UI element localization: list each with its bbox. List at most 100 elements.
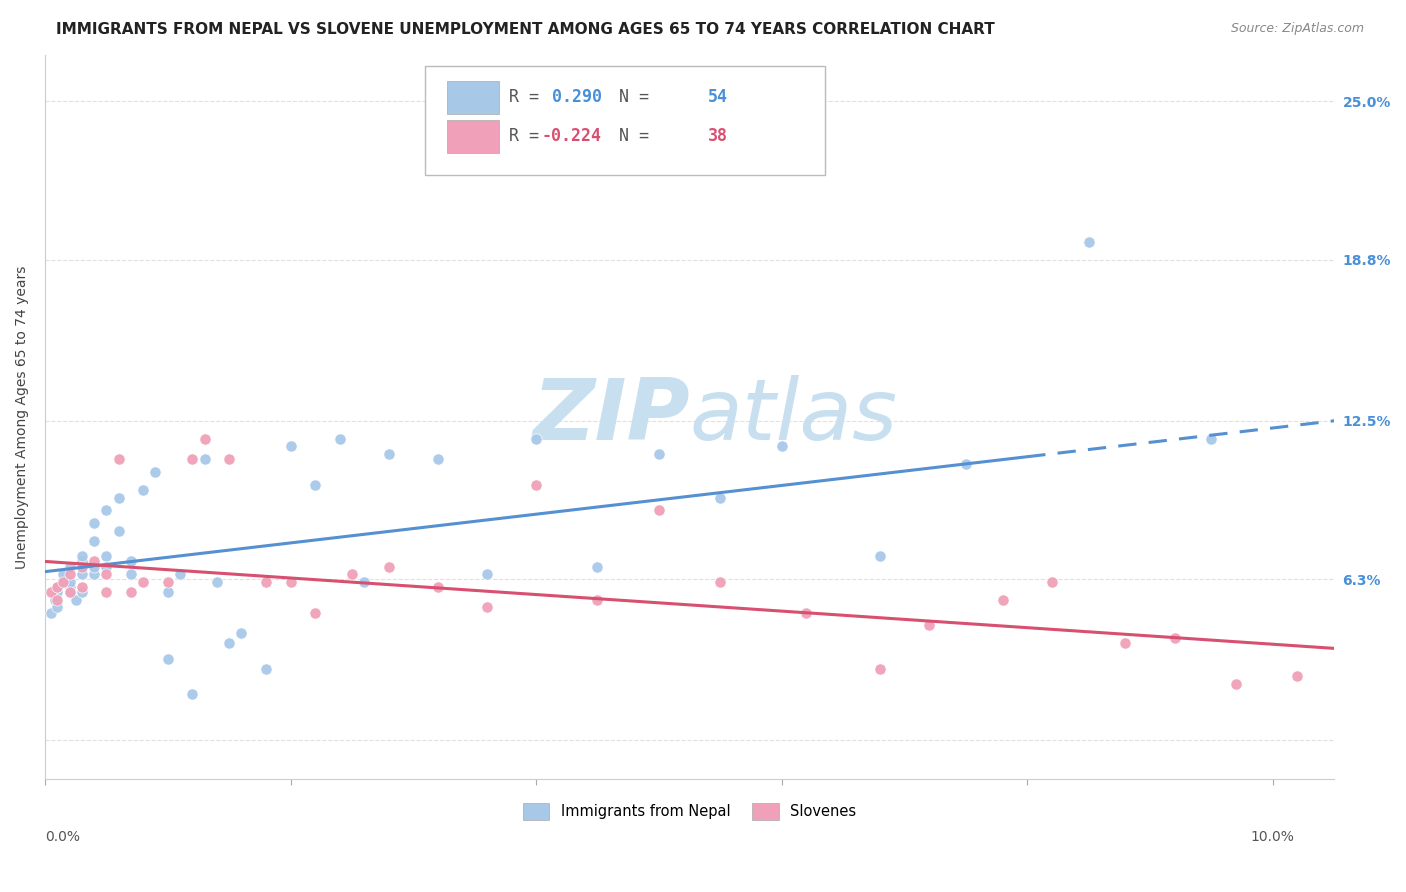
Point <box>304 477 326 491</box>
Text: atlas: atlas <box>689 376 897 458</box>
Point <box>156 651 179 665</box>
Point <box>1040 574 1063 589</box>
Point <box>794 606 817 620</box>
Point <box>254 574 277 589</box>
Text: R =        N =: R = N = <box>509 88 679 106</box>
Point <box>648 447 671 461</box>
Point <box>46 580 69 594</box>
Point <box>1286 669 1309 683</box>
Point <box>107 491 129 505</box>
Point <box>218 452 240 467</box>
Point <box>46 600 69 615</box>
Point <box>107 524 129 538</box>
Point <box>70 580 93 594</box>
Point <box>58 585 80 599</box>
Point <box>58 567 80 582</box>
Point <box>83 516 105 530</box>
Point <box>39 585 62 599</box>
Point <box>329 432 352 446</box>
Point <box>96 559 118 574</box>
Point <box>96 549 118 564</box>
Point <box>70 549 93 564</box>
Point <box>194 452 217 467</box>
FancyBboxPatch shape <box>425 66 825 175</box>
Text: 54: 54 <box>707 88 728 106</box>
Point <box>107 452 129 467</box>
Text: 0.290: 0.290 <box>551 88 602 106</box>
Point <box>39 606 62 620</box>
Point <box>475 600 498 615</box>
Text: IMMIGRANTS FROM NEPAL VS SLOVENE UNEMPLOYMENT AMONG AGES 65 TO 74 YEARS CORRELAT: IMMIGRANTS FROM NEPAL VS SLOVENE UNEMPLO… <box>56 22 995 37</box>
Point <box>426 580 449 594</box>
Text: R =        N =: R = N = <box>509 128 679 145</box>
Point <box>70 554 93 568</box>
Point <box>96 585 118 599</box>
Point <box>181 687 204 701</box>
Point <box>1077 235 1099 249</box>
Point <box>280 574 302 589</box>
Point <box>475 567 498 582</box>
Text: 10.0%: 10.0% <box>1251 830 1295 844</box>
Point <box>586 592 609 607</box>
Point <box>96 567 118 582</box>
Point <box>70 567 93 582</box>
Point <box>377 559 399 574</box>
Point <box>120 585 142 599</box>
Point <box>96 503 118 517</box>
Point <box>770 439 793 453</box>
Bar <box>447 81 499 114</box>
Point <box>46 592 69 607</box>
Point <box>65 592 87 607</box>
Point <box>218 636 240 650</box>
Point <box>132 483 155 497</box>
Point <box>918 618 941 632</box>
Point <box>52 574 75 589</box>
Point <box>586 559 609 574</box>
Point <box>169 567 191 582</box>
Point <box>52 567 75 582</box>
Point <box>83 559 105 574</box>
Point <box>46 580 69 594</box>
Point <box>181 452 204 467</box>
Point <box>83 567 105 582</box>
Point <box>120 567 142 582</box>
Point <box>44 592 66 607</box>
Point <box>1201 432 1223 446</box>
Point <box>52 574 75 589</box>
Point <box>524 477 547 491</box>
Point <box>58 580 80 594</box>
Point <box>254 662 277 676</box>
Point <box>46 585 69 599</box>
Point <box>83 554 105 568</box>
Point <box>304 606 326 620</box>
Point <box>955 457 977 471</box>
Point <box>205 574 228 589</box>
Legend: Immigrants from Nepal, Slovenes: Immigrants from Nepal, Slovenes <box>517 797 862 826</box>
Point <box>869 549 891 564</box>
Y-axis label: Unemployment Among Ages 65 to 74 years: Unemployment Among Ages 65 to 74 years <box>15 265 30 568</box>
Point <box>83 533 105 548</box>
Point <box>377 447 399 461</box>
Text: Source: ZipAtlas.com: Source: ZipAtlas.com <box>1230 22 1364 36</box>
Point <box>353 574 375 589</box>
Point <box>1163 631 1185 645</box>
Point <box>132 574 155 589</box>
Point <box>194 432 217 446</box>
Point <box>58 585 80 599</box>
Bar <box>447 120 499 153</box>
Point <box>231 626 253 640</box>
Point <box>70 559 93 574</box>
Point <box>70 585 93 599</box>
Point <box>709 574 731 589</box>
Point <box>426 452 449 467</box>
Point <box>991 592 1014 607</box>
Point <box>58 574 80 589</box>
Point <box>156 585 179 599</box>
Point <box>145 465 167 479</box>
Point <box>58 559 80 574</box>
Text: ZIP: ZIP <box>531 376 689 458</box>
Text: 38: 38 <box>707 128 728 145</box>
Point <box>1225 677 1247 691</box>
Point <box>340 567 363 582</box>
Point <box>648 503 671 517</box>
